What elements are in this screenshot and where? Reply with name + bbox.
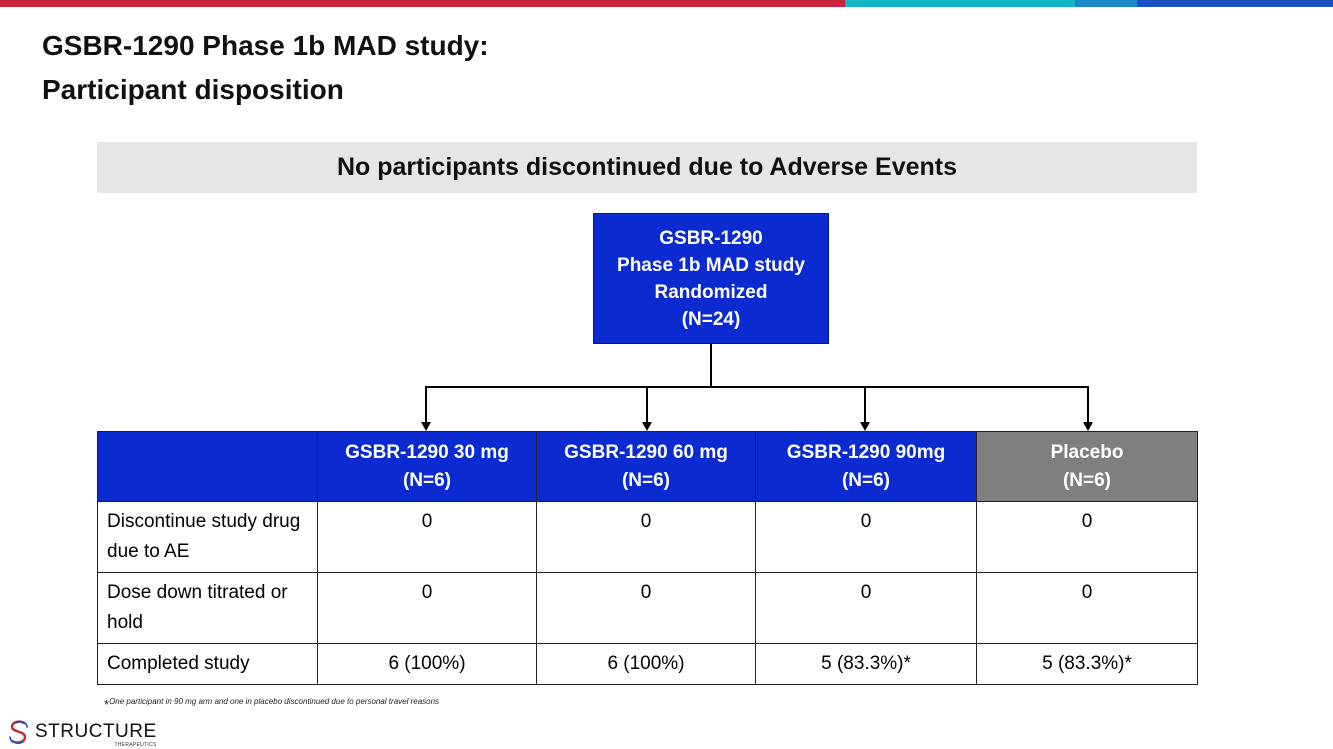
column-header-placebo: Placebo (N=6) xyxy=(976,431,1198,502)
disposition-table: GSBR-1290 30 mg (N=6) GSBR-1290 60 mg (N… xyxy=(97,431,1198,685)
logo-name: STRUCTURE xyxy=(35,721,157,742)
column-header-n: (N=6) xyxy=(621,469,671,491)
column-header-n: (N=6) xyxy=(841,469,891,491)
row-label: Dose down titrated or hold xyxy=(97,572,318,644)
accent-bar-teal xyxy=(845,0,1075,7)
slide-title: GSBR-1290 Phase 1b MAD study: Participan… xyxy=(42,24,489,112)
table-row-completed: Completed study 6 (100%) 6 (100%) 5 (83.… xyxy=(97,643,1198,685)
table-header-row: GSBR-1290 30 mg (N=6) GSBR-1290 60 mg (N… xyxy=(97,431,1198,502)
table-cell: 5 (83.3%)* xyxy=(755,643,977,685)
column-header-name: GSBR-1290 90mg xyxy=(786,441,946,463)
root-box-line4: (N=24) xyxy=(681,308,741,330)
root-box-line1: GSBR-1290 xyxy=(659,227,763,249)
column-header-90mg: GSBR-1290 90mg (N=6) xyxy=(755,431,977,502)
connector-drop-30mg xyxy=(425,386,427,422)
arrowhead-30mg xyxy=(421,422,431,431)
column-header-name: Placebo xyxy=(1050,441,1124,463)
logo-wordmark: STRUCTURE THERAPEUTICS xyxy=(35,721,157,749)
slide-title-line1: GSBR-1290 Phase 1b MAD study: xyxy=(42,30,489,61)
arrowhead-90mg xyxy=(860,422,870,431)
structure-s-logo-icon xyxy=(9,720,28,744)
top-accent-bar xyxy=(0,0,1333,7)
column-header-name: GSBR-1290 60 mg xyxy=(564,441,728,463)
column-header-name: GSBR-1290 30 mg xyxy=(345,441,509,463)
logo-subtitle: THERAPEUTICS xyxy=(114,742,157,748)
table-row-dose-down: Dose down titrated or hold 0 0 0 0 xyxy=(97,572,1198,644)
row-label: Completed study xyxy=(97,643,318,685)
column-header-n: (N=6) xyxy=(1062,469,1112,491)
footnote-marker: * xyxy=(104,697,110,712)
accent-bar-red xyxy=(0,0,845,7)
accent-bar-blue xyxy=(1137,0,1333,7)
column-header-30mg: GSBR-1290 30 mg (N=6) xyxy=(317,431,537,502)
arrowhead-60mg xyxy=(642,422,652,431)
company-logo: STRUCTURE THERAPEUTICS xyxy=(8,718,157,749)
table-cell: 5 (83.3%)* xyxy=(976,643,1198,685)
root-box-line2: Phase 1b MAD study xyxy=(617,254,805,276)
randomized-study-box: GSBR-1290 Phase 1b MAD study Randomized … xyxy=(593,213,829,344)
table-cell: 0 xyxy=(755,572,977,644)
slide-title-line2: Participant disposition xyxy=(42,74,344,105)
table-cell: 6 (100%) xyxy=(317,643,537,685)
table-cell: 0 xyxy=(317,572,537,644)
table-header-corner xyxy=(97,431,318,502)
column-header-n: (N=6) xyxy=(402,469,452,491)
table-cell: 0 xyxy=(755,501,977,573)
footnote-text: One participant in 90 mg arm and one in … xyxy=(109,697,440,706)
connector-drop-90mg xyxy=(864,386,866,422)
connector-vertical-trunk xyxy=(710,344,712,387)
table-cell: 0 xyxy=(536,501,756,573)
key-message-banner: No participants discontinued due to Adve… xyxy=(97,142,1197,193)
root-box-line3: Randomized xyxy=(654,281,768,303)
connector-horizontal xyxy=(425,386,1089,388)
table-row-discontinue-ae: Discontinue study drug due to AE 0 0 0 0 xyxy=(97,501,1198,573)
connector-drop-60mg xyxy=(646,386,648,422)
table-cell: 0 xyxy=(976,572,1198,644)
table-cell: 6 (100%) xyxy=(536,643,756,685)
table-cell: 0 xyxy=(976,501,1198,573)
footnote: *One participant in 90 mg arm and one in… xyxy=(104,697,439,712)
row-label: Discontinue study drug due to AE xyxy=(97,501,318,573)
connector-drop-placebo xyxy=(1087,386,1089,422)
table-cell: 0 xyxy=(536,572,756,644)
arrowhead-placebo xyxy=(1083,422,1093,431)
table-cell: 0 xyxy=(317,501,537,573)
column-header-60mg: GSBR-1290 60 mg (N=6) xyxy=(536,431,756,502)
accent-bar-lightblue xyxy=(1075,0,1137,7)
